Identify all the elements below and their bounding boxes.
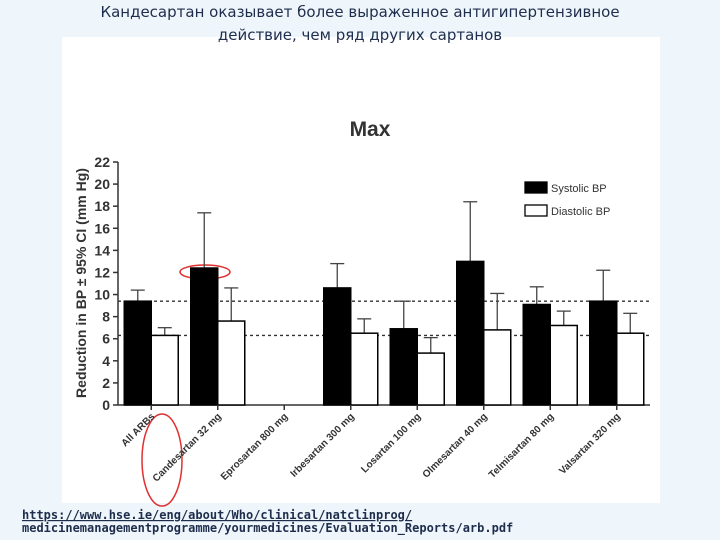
y-tick-label: 4 [102,353,110,369]
bar [123,300,152,406]
source-link[interactable]: https://www.hse.ie/eng/about/Who/clinica… [22,508,412,522]
bar [549,324,578,406]
bar [589,300,618,406]
chart-background [62,37,660,503]
y-tick-label: 10 [94,287,110,303]
bar [323,287,352,406]
legend-swatch [524,204,548,217]
bar [616,332,645,406]
bar [217,320,246,406]
y-tick-label: 22 [94,154,110,170]
bar [456,260,485,406]
y-tick-label: 2 [102,375,110,391]
legend-label: Systolic BP [551,183,607,195]
y-tick-label: 16 [94,220,110,236]
bar [190,267,219,406]
bar [350,332,379,406]
bar [416,352,445,406]
bar [522,303,551,406]
y-tick-label: 18 [94,198,110,214]
y-tick-label: 6 [102,331,110,347]
y-axis-label: Reduction in BP ± 95% CI (mm Hg) [73,168,89,398]
y-tick-label: 14 [94,242,110,258]
y-tick-label: 8 [102,309,110,325]
source-link[interactable]: medicinemanagementprogramme/yourmedicine… [22,521,513,536]
bar [150,334,179,406]
slide-title: Кандесартан оказывает более выраженное а… [100,3,619,21]
y-tick-label: 20 [94,176,110,192]
y-tick-label: 12 [94,264,110,280]
y-tick-label: 0 [102,397,110,413]
bar [389,328,418,406]
bar [483,329,512,406]
legend-swatch [524,181,548,194]
highlight-ellipse [141,413,183,507]
slide-title: действие, чем ряд других сартанов [218,26,502,44]
legend-label: Diastolic BP [551,206,610,218]
chart-title: Max [350,118,391,141]
